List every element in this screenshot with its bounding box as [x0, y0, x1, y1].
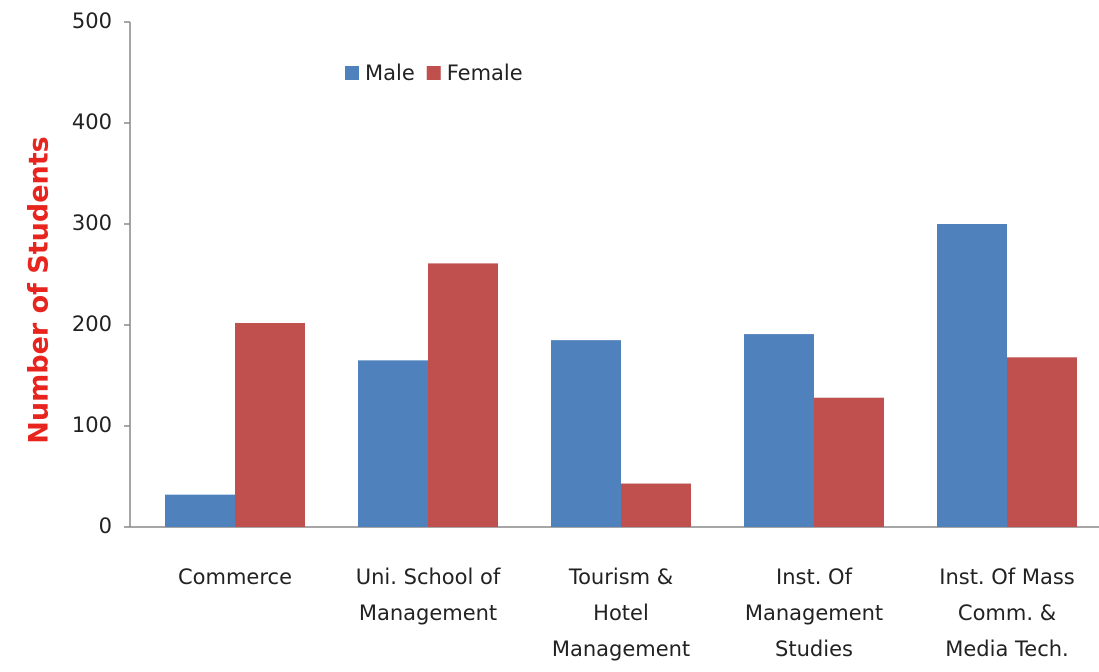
- bar: [358, 360, 428, 527]
- y-tick-label: 300: [72, 211, 112, 235]
- y-axis-label: Number of Students: [24, 136, 55, 443]
- y-tick-label: 200: [72, 312, 112, 336]
- x-tick-label: Inst. Of Management Studies: [745, 565, 883, 661]
- y-tick-label: 500: [72, 9, 112, 33]
- bar: [235, 322, 305, 527]
- bar: [937, 224, 1007, 527]
- bar: [165, 494, 235, 527]
- x-tick-label: Commerce: [178, 565, 292, 589]
- bar: [621, 483, 691, 527]
- y-tick-label: 400: [72, 110, 112, 134]
- bar: [551, 340, 621, 527]
- bar: [744, 334, 814, 527]
- legend-swatch: [426, 66, 441, 80]
- y-tick-label: 100: [72, 413, 112, 437]
- x-tick-label: Uni. School of Management: [356, 565, 501, 625]
- bar: [814, 397, 884, 527]
- legend-label: Male: [365, 61, 415, 85]
- y-tick-label: 0: [99, 514, 112, 538]
- legend-swatch: [345, 66, 359, 80]
- bar: [1007, 357, 1077, 527]
- bar: [428, 263, 498, 527]
- x-tick-label: Tourism & Hotel Management: [552, 565, 690, 661]
- x-tick-label: Inst. Of Mass Comm. & Media Tech.: [939, 565, 1075, 661]
- legend-label: Female: [447, 61, 523, 85]
